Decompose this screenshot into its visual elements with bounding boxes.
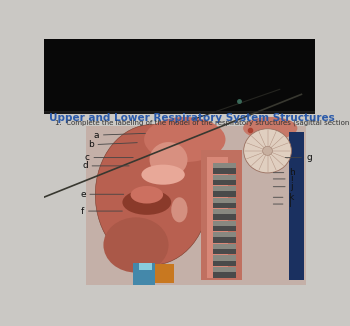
Text: i: i bbox=[290, 174, 293, 184]
Ellipse shape bbox=[243, 117, 298, 140]
Bar bbox=[213, 191, 236, 197]
Bar bbox=[86, 126, 306, 285]
Bar bbox=[213, 186, 236, 191]
Text: h: h bbox=[289, 168, 294, 177]
Text: c: c bbox=[85, 153, 90, 162]
Ellipse shape bbox=[104, 217, 169, 273]
Text: k: k bbox=[288, 193, 293, 202]
Bar bbox=[213, 175, 236, 180]
Text: j: j bbox=[290, 182, 293, 191]
Bar bbox=[213, 163, 236, 168]
Bar bbox=[213, 237, 236, 243]
Bar bbox=[213, 272, 236, 278]
Bar bbox=[206, 157, 228, 278]
Bar bbox=[213, 260, 236, 266]
Text: Upper and Lower Respiratory System Structures: Upper and Lower Respiratory System Struc… bbox=[49, 113, 335, 123]
Ellipse shape bbox=[171, 197, 188, 222]
Ellipse shape bbox=[141, 165, 185, 185]
Bar bbox=[213, 168, 236, 174]
Ellipse shape bbox=[131, 186, 163, 203]
Ellipse shape bbox=[144, 117, 225, 162]
Ellipse shape bbox=[122, 190, 171, 215]
Text: e: e bbox=[80, 190, 86, 199]
Bar bbox=[213, 232, 236, 237]
Bar bbox=[147, 264, 174, 283]
Bar bbox=[213, 214, 236, 220]
Bar bbox=[213, 244, 236, 249]
Text: f: f bbox=[81, 207, 84, 215]
Bar bbox=[213, 221, 236, 226]
Text: a: a bbox=[94, 130, 99, 140]
Bar bbox=[289, 132, 304, 280]
Bar bbox=[139, 262, 152, 270]
Text: 1.  Complete the labeling of the model of the respiratory structures (sagittal s: 1. Complete the labeling of the model of… bbox=[55, 119, 350, 126]
Text: l: l bbox=[288, 200, 290, 209]
Circle shape bbox=[262, 146, 272, 156]
Text: d: d bbox=[82, 161, 88, 170]
Ellipse shape bbox=[149, 142, 188, 177]
Bar bbox=[133, 262, 155, 285]
Bar bbox=[213, 198, 236, 203]
Text: g: g bbox=[306, 153, 312, 162]
Bar bbox=[44, 111, 315, 114]
Bar bbox=[201, 150, 242, 280]
Bar bbox=[213, 249, 236, 255]
Bar bbox=[213, 256, 236, 260]
Bar bbox=[213, 267, 236, 272]
Text: b: b bbox=[88, 140, 94, 149]
Circle shape bbox=[244, 129, 292, 173]
Bar bbox=[44, 39, 315, 111]
Bar bbox=[213, 226, 236, 231]
Bar bbox=[213, 209, 236, 214]
Ellipse shape bbox=[95, 125, 209, 265]
Bar bbox=[213, 203, 236, 208]
Bar bbox=[213, 180, 236, 185]
